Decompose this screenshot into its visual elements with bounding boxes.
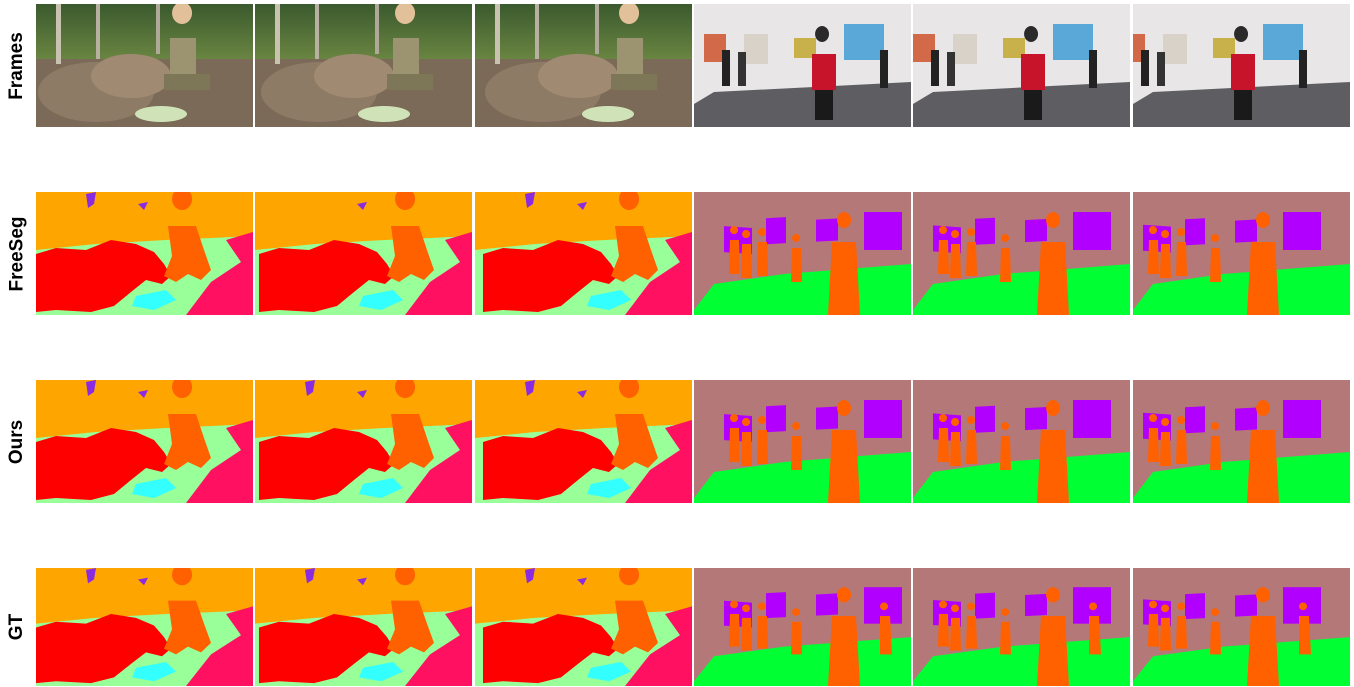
ours-gallery-scene-frame-2 [913, 380, 1130, 503]
freeseg-tortoise-scene-frame-3 [475, 192, 692, 315]
row-label-gt: GT [5, 613, 27, 641]
gt-tortoise-scene-frame-2 [255, 568, 472, 686]
ours-tortoise-scene-frame-3 [475, 380, 692, 503]
freeseg-gallery-scene-frame-1 [694, 192, 911, 315]
gt-gallery-scene-frame-1 [694, 568, 911, 686]
frames-tortoise-scene-frame-2 [255, 4, 472, 127]
row-label-freeseg: FreeSeg [6, 216, 28, 291]
ours-gallery-scene-frame-3 [1133, 380, 1350, 503]
frames-gallery-scene-frame-2 [913, 4, 1130, 127]
freeseg-gallery-scene-frame-2 [913, 192, 1130, 315]
gt-tortoise-scene-frame-1 [36, 568, 253, 686]
gt-gallery-scene-frame-3 [1133, 568, 1350, 686]
frames-tortoise-scene-frame-1 [36, 4, 253, 127]
ours-tortoise-scene-frame-1 [36, 380, 253, 503]
row-label-ours: Ours [6, 419, 28, 464]
row-label-frames: Frames [6, 31, 28, 100]
ours-tortoise-scene-frame-2 [255, 380, 472, 503]
frames-tortoise-scene-frame-3 [475, 4, 692, 127]
ours-gallery-scene-frame-1 [694, 380, 911, 503]
frames-gallery-scene-frame-1 [694, 4, 911, 127]
gt-gallery-scene-frame-2 [913, 568, 1130, 686]
frames-gallery-scene-frame-3 [1133, 4, 1350, 127]
freeseg-tortoise-scene-frame-1 [36, 192, 253, 315]
freeseg-tortoise-scene-frame-2 [255, 192, 472, 315]
gt-tortoise-scene-frame-3 [475, 568, 692, 686]
freeseg-gallery-scene-frame-3 [1133, 192, 1350, 315]
